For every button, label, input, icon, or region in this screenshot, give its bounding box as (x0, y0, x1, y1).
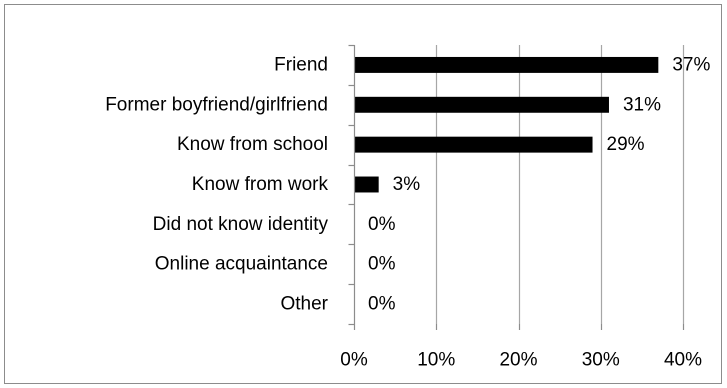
category-label: Know from work (192, 174, 329, 195)
category-label: Did not know identity (153, 214, 329, 235)
data-label: 0% (368, 254, 396, 275)
x-tick-label: 0% (340, 350, 368, 371)
labels: Friend 37% Former boyfriend/girlfriend 31% K… (105, 54, 710, 370)
category-label: Friend (274, 54, 328, 75)
axes (348, 44, 685, 330)
x-tick-label: 20% (499, 350, 537, 371)
data-label: 0% (368, 294, 396, 315)
x-tick-label: 30% (582, 350, 620, 371)
category-label: Other (280, 294, 328, 315)
data-label: 31% (623, 94, 661, 115)
category-label: Online acquaintance (155, 254, 328, 275)
bars (354, 56, 659, 193)
bar (354, 136, 593, 153)
gridlines (435, 45, 685, 324)
x-tick-label: 10% (417, 350, 455, 371)
data-label: 29% (607, 134, 645, 155)
bar (354, 96, 609, 113)
x-tick-label: 40% (664, 350, 702, 371)
data-label: 37% (672, 54, 710, 75)
category-label: Former boyfriend/girlfriend (105, 94, 328, 115)
category-label: Know from school (177, 134, 328, 155)
data-label: 3% (393, 174, 421, 195)
data-label: 0% (368, 214, 396, 235)
bar (354, 56, 659, 73)
bar (354, 176, 379, 193)
